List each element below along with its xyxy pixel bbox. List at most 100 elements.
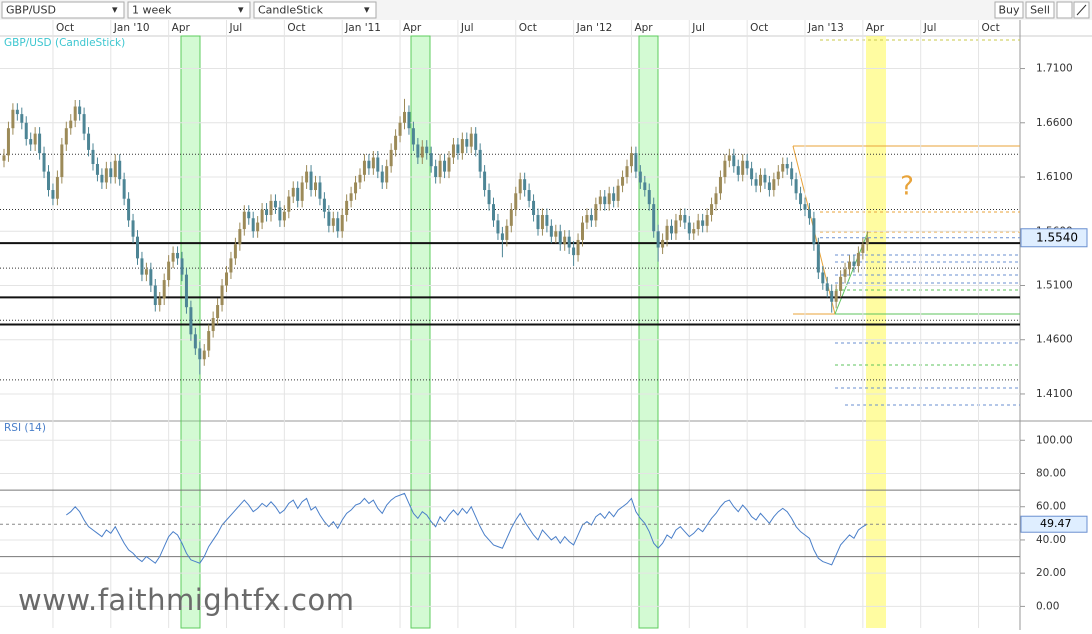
candle-body [256,222,260,232]
candle-body [398,122,402,136]
candle-body [269,200,273,215]
candle-body [2,155,6,161]
candle-body [340,214,344,232]
candle-body [665,225,669,240]
candle-body [318,182,322,199]
sell-label[interactable]: Sell [1030,4,1050,17]
candle-body [674,220,678,234]
interval[interactable]: 1 week [132,4,172,17]
candle-body [309,171,313,191]
candle-body [856,252,860,266]
indicator-button[interactable] [1056,1,1073,19]
candle-body [839,276,843,291]
candle-body [118,160,122,180]
candle-body [469,133,473,147]
candle-body [598,196,602,205]
candle-body [638,171,642,183]
candle-body [91,149,95,164]
candle-body [692,229,696,234]
candle-body [29,139,33,145]
candle-body [790,168,794,180]
candle-body [474,133,478,150]
buy-label[interactable]: Buy [998,4,1020,17]
candle-body [287,196,291,212]
candle-body [189,307,193,335]
interval-select[interactable]: 1 week ▾ [127,1,251,19]
green-band [410,35,431,629]
plot-area: Oct Jan '10 Apr Jul Oct Jan '11 Apr Jul Oct Jan '… [0,20,1088,628]
buy-button[interactable] [994,1,1024,19]
candle-body [478,149,482,172]
candle-body [505,225,509,240]
last-price-label: 1.5540 [1036,230,1078,244]
candle-body [389,149,393,167]
candle-body [799,193,803,205]
candle-body [576,239,580,256]
symbol-select[interactable]: GBP/USD ▾ [1,1,125,19]
candle-body [683,214,687,223]
symbol[interactable]: GBP/USD [6,4,56,17]
chart-type-select[interactable]: CandleStick ▾ [253,1,377,19]
candle-body [300,182,304,201]
candle-body [407,111,411,129]
candle-body [211,318,215,332]
candle-body [403,111,406,123]
candle-body [509,209,513,226]
candle-body [763,174,767,183]
candle-body [545,214,549,226]
candle-body [291,187,295,197]
rsi-line [66,492,868,566]
x-tick-label: Oct [56,22,74,34]
candle-body [345,200,349,215]
candle-body [229,258,233,273]
candle-body [558,231,562,245]
candle-body [184,274,188,308]
candle-body [136,236,139,259]
x-tick-label: Apr [634,22,653,34]
candle-body [385,166,389,183]
candle-body [661,239,665,248]
candle-body [554,231,558,237]
candle-body [652,204,656,232]
candle-body [483,171,487,191]
candle-body [162,280,166,299]
candle-body [687,222,691,234]
candle-body [540,214,544,230]
candle-body [202,350,206,360]
last-price-marker [1020,228,1088,248]
candle-body [78,106,82,115]
x-tick-label: Jan '12 [576,22,613,34]
candle-body [727,155,731,161]
candle-body [260,209,264,223]
candle-body [732,155,736,167]
candle-body [612,193,616,201]
candle-body [865,237,869,245]
candle-body [492,204,495,221]
candle-body [487,190,491,205]
candle-body [825,283,829,291]
candle-body [678,214,682,221]
candle-body [794,179,798,194]
candle-body [821,272,825,284]
y-tick-label: 60.00 [1036,501,1066,513]
y-tick-label: 1.4100 [1036,388,1073,400]
candle-body [11,109,15,129]
candle-body [15,109,19,115]
candle-body [781,164,785,172]
x-tick-label: Oct [519,22,537,34]
candle-body [701,220,705,226]
candle-body [518,179,522,194]
chart-type[interactable]: CandleStick [258,4,324,17]
sell-button[interactable] [1025,1,1055,19]
candle-body [750,168,754,180]
candle-body [354,182,358,194]
x-tick-label: Jul [460,22,474,34]
candle-body [812,218,816,245]
candle-body [225,272,228,286]
candle-body [616,185,620,201]
candle-body [216,305,220,319]
candle-body [629,153,633,167]
candle-body [625,166,629,178]
rsi-panel-label: RSI (14) [4,422,46,434]
candle-body [42,153,46,172]
